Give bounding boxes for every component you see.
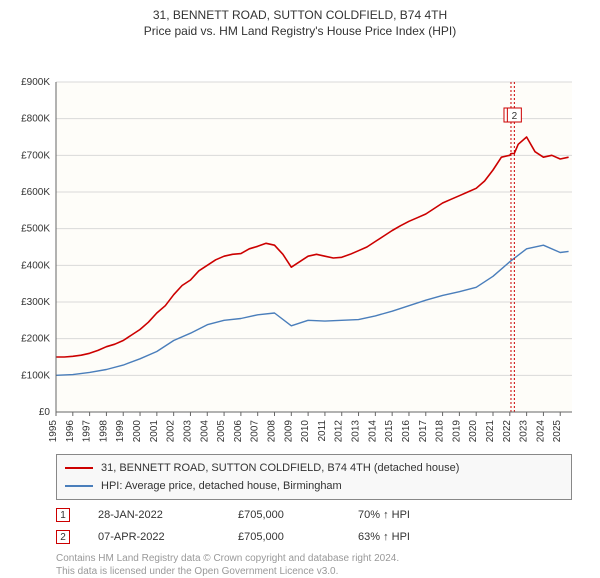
sale-pct: 70% ↑ HPI [358,509,478,521]
svg-text:2006: 2006 [233,420,244,443]
svg-text:£700K: £700K [21,150,50,161]
legend-item: HPI: Average price, detached house, Birm… [65,477,563,495]
svg-text:2013: 2013 [351,420,362,443]
sale-date: 28-JAN-2022 [98,509,238,521]
svg-text:£0: £0 [39,407,51,418]
svg-text:1995: 1995 [48,420,59,443]
footer-attribution: Contains HM Land Registry data © Crown c… [56,552,572,578]
legend-color-swatch [65,467,93,469]
svg-text:2019: 2019 [451,420,462,443]
sale-date: 07-APR-2022 [98,531,238,543]
sales-table: 1 28-JAN-2022 £705,000 70% ↑ HPI 2 07-AP… [56,504,572,548]
svg-text:2012: 2012 [334,420,345,443]
svg-text:2010: 2010 [300,420,311,443]
svg-text:2018: 2018 [435,420,446,443]
sale-price: £705,000 [238,531,358,543]
svg-text:2005: 2005 [216,420,227,443]
svg-text:2016: 2016 [401,420,412,443]
sale-marker-icon: 1 [56,508,70,522]
svg-text:2002: 2002 [166,420,177,443]
chart-subtitle: Price paid vs. HM Land Registry's House … [0,24,600,38]
svg-text:£300K: £300K [21,297,50,308]
svg-text:2008: 2008 [267,420,278,443]
svg-text:2000: 2000 [132,420,143,443]
sale-row: 1 28-JAN-2022 £705,000 70% ↑ HPI [56,504,572,526]
legend-color-swatch [65,485,93,487]
svg-text:£600K: £600K [21,187,50,198]
svg-text:1997: 1997 [82,420,93,443]
legend-label: 31, BENNETT ROAD, SUTTON COLDFIELD, B74 … [101,459,459,477]
svg-text:2: 2 [512,111,518,122]
sale-price: £705,000 [238,509,358,521]
svg-text:2017: 2017 [418,420,429,443]
svg-text:2003: 2003 [182,420,193,443]
svg-text:£400K: £400K [21,260,50,271]
svg-text:2011: 2011 [317,420,328,442]
svg-text:2009: 2009 [283,420,294,443]
svg-text:£100K: £100K [21,370,50,381]
legend-item: 31, BENNETT ROAD, SUTTON COLDFIELD, B74 … [65,459,563,477]
svg-text:2024: 2024 [535,420,546,443]
svg-text:2004: 2004 [199,420,210,443]
footer-line: This data is licensed under the Open Gov… [56,565,572,578]
chart-title: 31, BENNETT ROAD, SUTTON COLDFIELD, B74 … [0,8,600,22]
svg-text:£200K: £200K [21,334,50,345]
svg-text:1999: 1999 [115,420,126,443]
svg-text:1996: 1996 [65,420,76,443]
footer-line: Contains HM Land Registry data © Crown c… [56,552,572,565]
legend-label: HPI: Average price, detached house, Birm… [101,477,342,495]
svg-text:1998: 1998 [98,420,109,443]
chart-area: £0 £100K £200K £300K £400K £500K £600K £700K £80… [0,38,600,448]
svg-text:2020: 2020 [468,420,479,443]
svg-text:2022: 2022 [502,420,513,443]
svg-text:2025: 2025 [552,420,563,443]
svg-text:2007: 2007 [250,420,261,443]
sale-pct: 63% ↑ HPI [358,531,478,543]
chart-titles: 31, BENNETT ROAD, SUTTON COLDFIELD, B74 … [0,0,600,38]
sale-marker-icon: 2 [56,530,70,544]
svg-text:2023: 2023 [519,420,530,443]
svg-text:2001: 2001 [149,420,160,443]
svg-text:£500K: £500K [21,224,50,235]
svg-text:£800K: £800K [21,114,50,125]
sale-row: 2 07-APR-2022 £705,000 63% ↑ HPI [56,526,572,548]
line-chart: £0 £100K £200K £300K £400K £500K £600K £700K £80… [0,38,600,448]
svg-text:£900K: £900K [21,77,50,88]
legend: 31, BENNETT ROAD, SUTTON COLDFIELD, B74 … [56,454,572,500]
svg-text:2015: 2015 [384,420,395,443]
svg-text:2021: 2021 [485,420,496,443]
svg-text:2014: 2014 [367,420,378,443]
